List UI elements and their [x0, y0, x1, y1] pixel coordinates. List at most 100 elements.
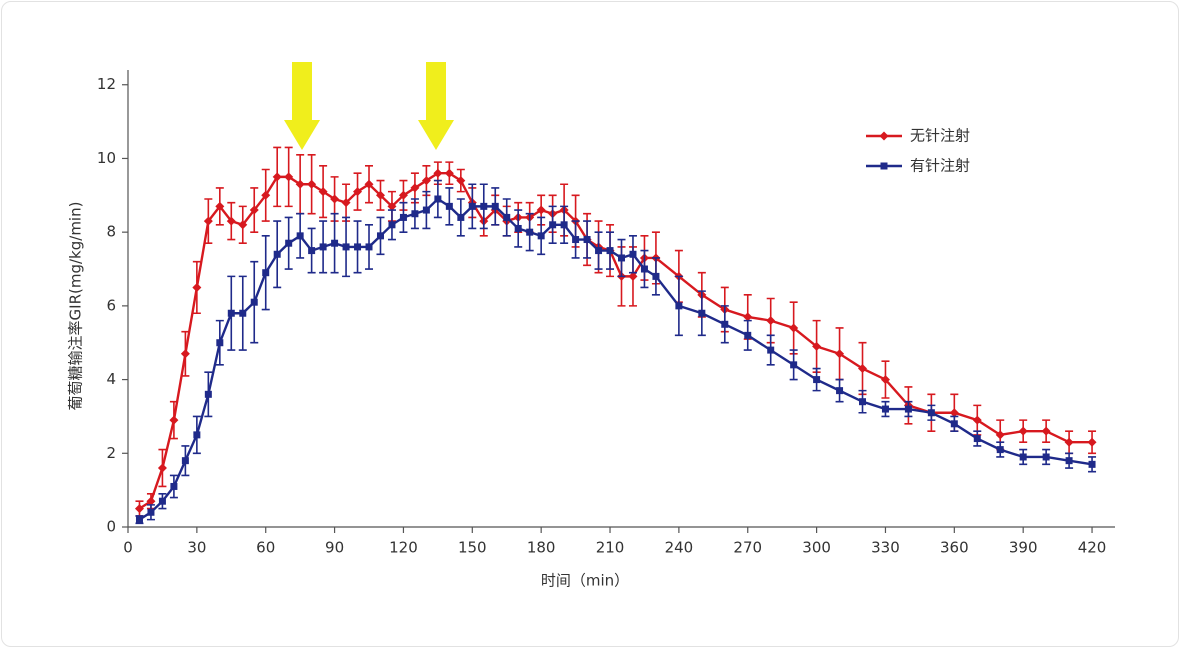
- marker: [216, 339, 224, 347]
- marker: [835, 349, 845, 359]
- marker: [239, 309, 247, 317]
- x-tick-label: 270: [733, 539, 762, 557]
- marker: [376, 232, 384, 240]
- marker: [1041, 426, 1051, 436]
- marker: [319, 243, 327, 251]
- marker: [261, 190, 271, 200]
- marker: [227, 309, 235, 317]
- y-tick-label: 8: [106, 223, 116, 241]
- marker: [284, 172, 294, 182]
- marker: [203, 216, 213, 226]
- x-tick-label: 180: [527, 539, 556, 557]
- marker: [238, 220, 248, 230]
- marker: [675, 302, 683, 310]
- marker: [444, 168, 454, 178]
- x-tick-label: 210: [596, 539, 625, 557]
- marker: [422, 206, 430, 214]
- marker: [536, 205, 546, 215]
- marker: [572, 236, 580, 244]
- marker: [995, 430, 1005, 440]
- marker: [1087, 437, 1097, 447]
- x-tick-label: 360: [940, 539, 969, 557]
- marker: [250, 298, 258, 306]
- legend-label: 有针注射: [910, 157, 970, 175]
- y-tick-label: 12: [97, 75, 116, 93]
- marker: [813, 376, 821, 384]
- series-line: [138, 171, 1093, 510]
- marker: [949, 408, 959, 418]
- legend-marker: [879, 131, 889, 141]
- marker: [410, 183, 420, 193]
- marker: [549, 221, 557, 229]
- marker: [652, 272, 660, 280]
- marker: [342, 243, 350, 251]
- y-tick-label: 0: [106, 518, 116, 536]
- y-tick-label: 10: [97, 149, 116, 167]
- marker: [721, 320, 729, 328]
- marker: [904, 405, 912, 413]
- marker: [433, 168, 443, 178]
- marker: [146, 496, 156, 506]
- marker: [411, 210, 419, 218]
- legend-label: 无针注射: [910, 127, 970, 145]
- marker: [318, 187, 328, 197]
- marker: [364, 179, 374, 189]
- marker: [272, 172, 282, 182]
- marker: [296, 232, 304, 240]
- marker: [767, 346, 775, 354]
- y-tick-label: 4: [106, 370, 116, 388]
- marker: [421, 176, 431, 186]
- marker: [1018, 426, 1028, 436]
- marker: [1042, 453, 1050, 461]
- marker: [560, 221, 568, 229]
- marker: [583, 236, 591, 244]
- x-tick-label: 330: [871, 539, 900, 557]
- marker: [606, 247, 614, 255]
- marker: [880, 375, 890, 385]
- marker: [169, 415, 179, 425]
- marker: [514, 224, 522, 232]
- series-line: [138, 197, 1093, 521]
- marker: [457, 213, 465, 221]
- marker: [135, 516, 143, 524]
- marker: [1064, 437, 1074, 447]
- y-tick-label: 2: [106, 444, 116, 462]
- marker: [618, 254, 625, 262]
- marker: [491, 202, 499, 210]
- marker: [537, 232, 545, 240]
- marker: [1019, 453, 1027, 461]
- marker: [790, 361, 798, 369]
- marker: [387, 201, 397, 211]
- marker: [204, 390, 212, 398]
- x-tick-label: 300: [802, 539, 831, 557]
- x-tick-label: 60: [256, 539, 275, 557]
- marker: [744, 331, 752, 339]
- marker: [595, 247, 603, 255]
- marker: [698, 309, 706, 317]
- marker: [365, 243, 373, 251]
- marker: [743, 312, 753, 322]
- marker: [307, 179, 317, 189]
- marker: [812, 341, 822, 351]
- marker: [285, 239, 293, 247]
- marker: [628, 271, 638, 281]
- marker: [1088, 460, 1096, 468]
- marker: [308, 247, 316, 255]
- marker: [927, 409, 935, 417]
- marker: [399, 213, 407, 221]
- marker: [226, 216, 236, 226]
- marker: [1065, 457, 1073, 465]
- marker: [331, 239, 339, 247]
- marker: [134, 504, 144, 514]
- marker: [215, 201, 225, 211]
- marker: [468, 202, 476, 210]
- arrow: [284, 62, 320, 150]
- marker: [434, 195, 442, 203]
- marker: [295, 179, 305, 189]
- marker: [480, 202, 488, 210]
- x-tick-label: 150: [458, 539, 487, 557]
- marker: [330, 194, 340, 204]
- marker: [445, 202, 453, 210]
